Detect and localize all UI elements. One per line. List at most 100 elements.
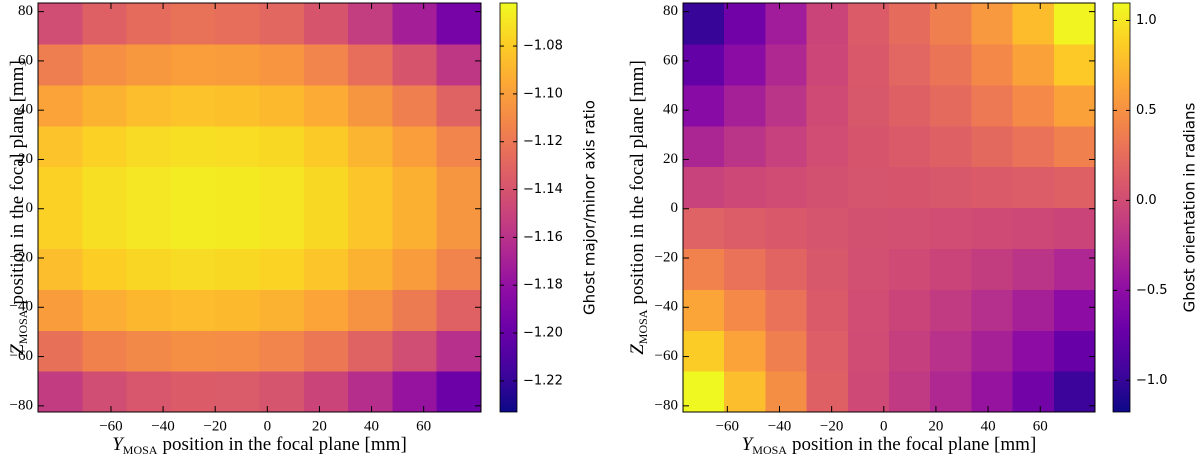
x-tick-label: −20	[820, 418, 843, 434]
x-tick-label: −20	[203, 418, 226, 434]
heatmap-cell	[126, 125, 172, 168]
heatmap-cell	[1012, 248, 1055, 290]
colorbar-tick-label: −1.22	[523, 373, 563, 388]
heatmap-cell	[392, 330, 438, 372]
heatmap-cell	[348, 330, 393, 372]
heatmap-cell	[215, 84, 261, 127]
heatmap-cell	[889, 166, 931, 209]
heatmap-cell	[38, 330, 83, 372]
heatmap-cell	[724, 84, 766, 127]
heatmap-cell	[930, 207, 972, 249]
heatmap-cell	[170, 125, 216, 168]
heatmap-cell	[82, 84, 128, 127]
y-tick-label: −40	[10, 299, 33, 315]
heatmap-cell	[1012, 125, 1055, 168]
axis-label-subscript: MOSA	[752, 443, 787, 457]
heatmap-cell	[971, 166, 1014, 209]
colorbar-tick-label: 0.5	[1136, 103, 1157, 118]
heatmap-cell	[436, 248, 481, 290]
x-tick-label: −60	[716, 418, 739, 434]
heatmap-cell	[765, 84, 808, 127]
axis-label-symbol: Y	[742, 434, 755, 455]
heatmap-cell	[259, 166, 305, 209]
heatmap-cell	[847, 248, 890, 290]
heatmap-cell	[806, 125, 849, 168]
heatmap-cell	[38, 207, 83, 249]
heatmap-cell	[683, 43, 725, 86]
heatmap-cell	[303, 207, 349, 249]
heatmap-cell	[889, 43, 931, 86]
heatmap-cell	[889, 84, 931, 127]
heatmap-cell	[259, 371, 305, 412]
heatmap-cell	[847, 84, 890, 127]
heatmap-cell	[971, 289, 1014, 331]
heatmap-cell	[806, 371, 849, 412]
heatmap-cell	[348, 84, 393, 127]
heatmap-cell	[971, 84, 1014, 127]
heatmap-cell	[1012, 166, 1055, 209]
x-tick-label: 40	[364, 418, 379, 434]
y-tick-label: 20	[663, 151, 678, 167]
heatmap-cell	[683, 207, 725, 249]
heatmap-cell	[806, 248, 849, 290]
heatmap-cell	[765, 207, 808, 249]
heatmap-cell	[303, 166, 349, 209]
heatmap-cell	[303, 3, 349, 45]
x-tick-label: −60	[99, 418, 122, 434]
heatmap-cell	[806, 207, 849, 249]
heatmap-cell	[436, 289, 481, 331]
heatmap	[683, 3, 1095, 412]
colorbar-tick-label: −1.14	[523, 182, 563, 197]
axis-label: ZMOSA position in the focal plane [mm]	[627, 60, 649, 355]
heatmap-cell	[930, 289, 972, 331]
heatmap-cell	[82, 248, 128, 290]
heatmap-cell	[259, 43, 305, 86]
heatmap-cell	[724, 371, 766, 412]
heatmap-cell	[1012, 207, 1055, 249]
heatmap-cell	[971, 207, 1014, 249]
axis-label-subscript: MOSA	[636, 309, 650, 344]
heatmap-cell	[889, 330, 931, 372]
y-tick-label: −20	[10, 249, 33, 265]
x-tick-label: 0	[880, 418, 888, 434]
heatmap-cell	[1012, 84, 1055, 127]
heatmap-cell	[724, 289, 766, 331]
heatmap-cell	[38, 43, 83, 86]
heatmap-cell	[82, 207, 128, 249]
heatmap-cell	[392, 3, 438, 45]
heatmap-cell	[1053, 43, 1095, 86]
heatmap-cell	[170, 84, 216, 127]
y-tick-label: 40	[18, 102, 33, 118]
heatmap-cell	[683, 166, 725, 209]
heatmap-cell	[392, 207, 438, 249]
axis-label-subscript: MOSA	[16, 309, 30, 344]
colorbar	[1112, 2, 1131, 413]
heatmap-cell	[170, 207, 216, 249]
heatmap-cell	[930, 371, 972, 412]
heatmap-cell	[847, 43, 890, 86]
heatmap-cell	[930, 43, 972, 86]
heatmap-cell	[215, 289, 261, 331]
heatmap-cell	[259, 289, 305, 331]
heatmap-cell	[38, 371, 83, 412]
heatmap-cell	[683, 84, 725, 127]
heatmap-cell	[82, 166, 128, 209]
heatmap-cell	[1053, 84, 1095, 127]
y-tick-label: −40	[655, 299, 678, 315]
heatmap-cell	[847, 3, 890, 45]
heatmap-cell	[392, 248, 438, 290]
heatmap-cell	[303, 371, 349, 412]
colorbar-tick-label: −0.5	[1136, 283, 1168, 298]
heatmap-cell	[392, 289, 438, 331]
x-tick-label: −40	[151, 418, 174, 434]
heatmap-cell	[930, 125, 972, 168]
axis-label-text: position in the focal plane [mm]	[792, 434, 1036, 455]
colorbar-tick-label: 0.0	[1136, 193, 1157, 208]
heatmap-cell	[889, 207, 931, 249]
heatmap-cell	[847, 330, 890, 372]
heatmap-cell	[38, 84, 83, 127]
heatmap-cell	[259, 84, 305, 127]
heatmap-cell	[82, 43, 128, 86]
heatmap-cell	[215, 248, 261, 290]
